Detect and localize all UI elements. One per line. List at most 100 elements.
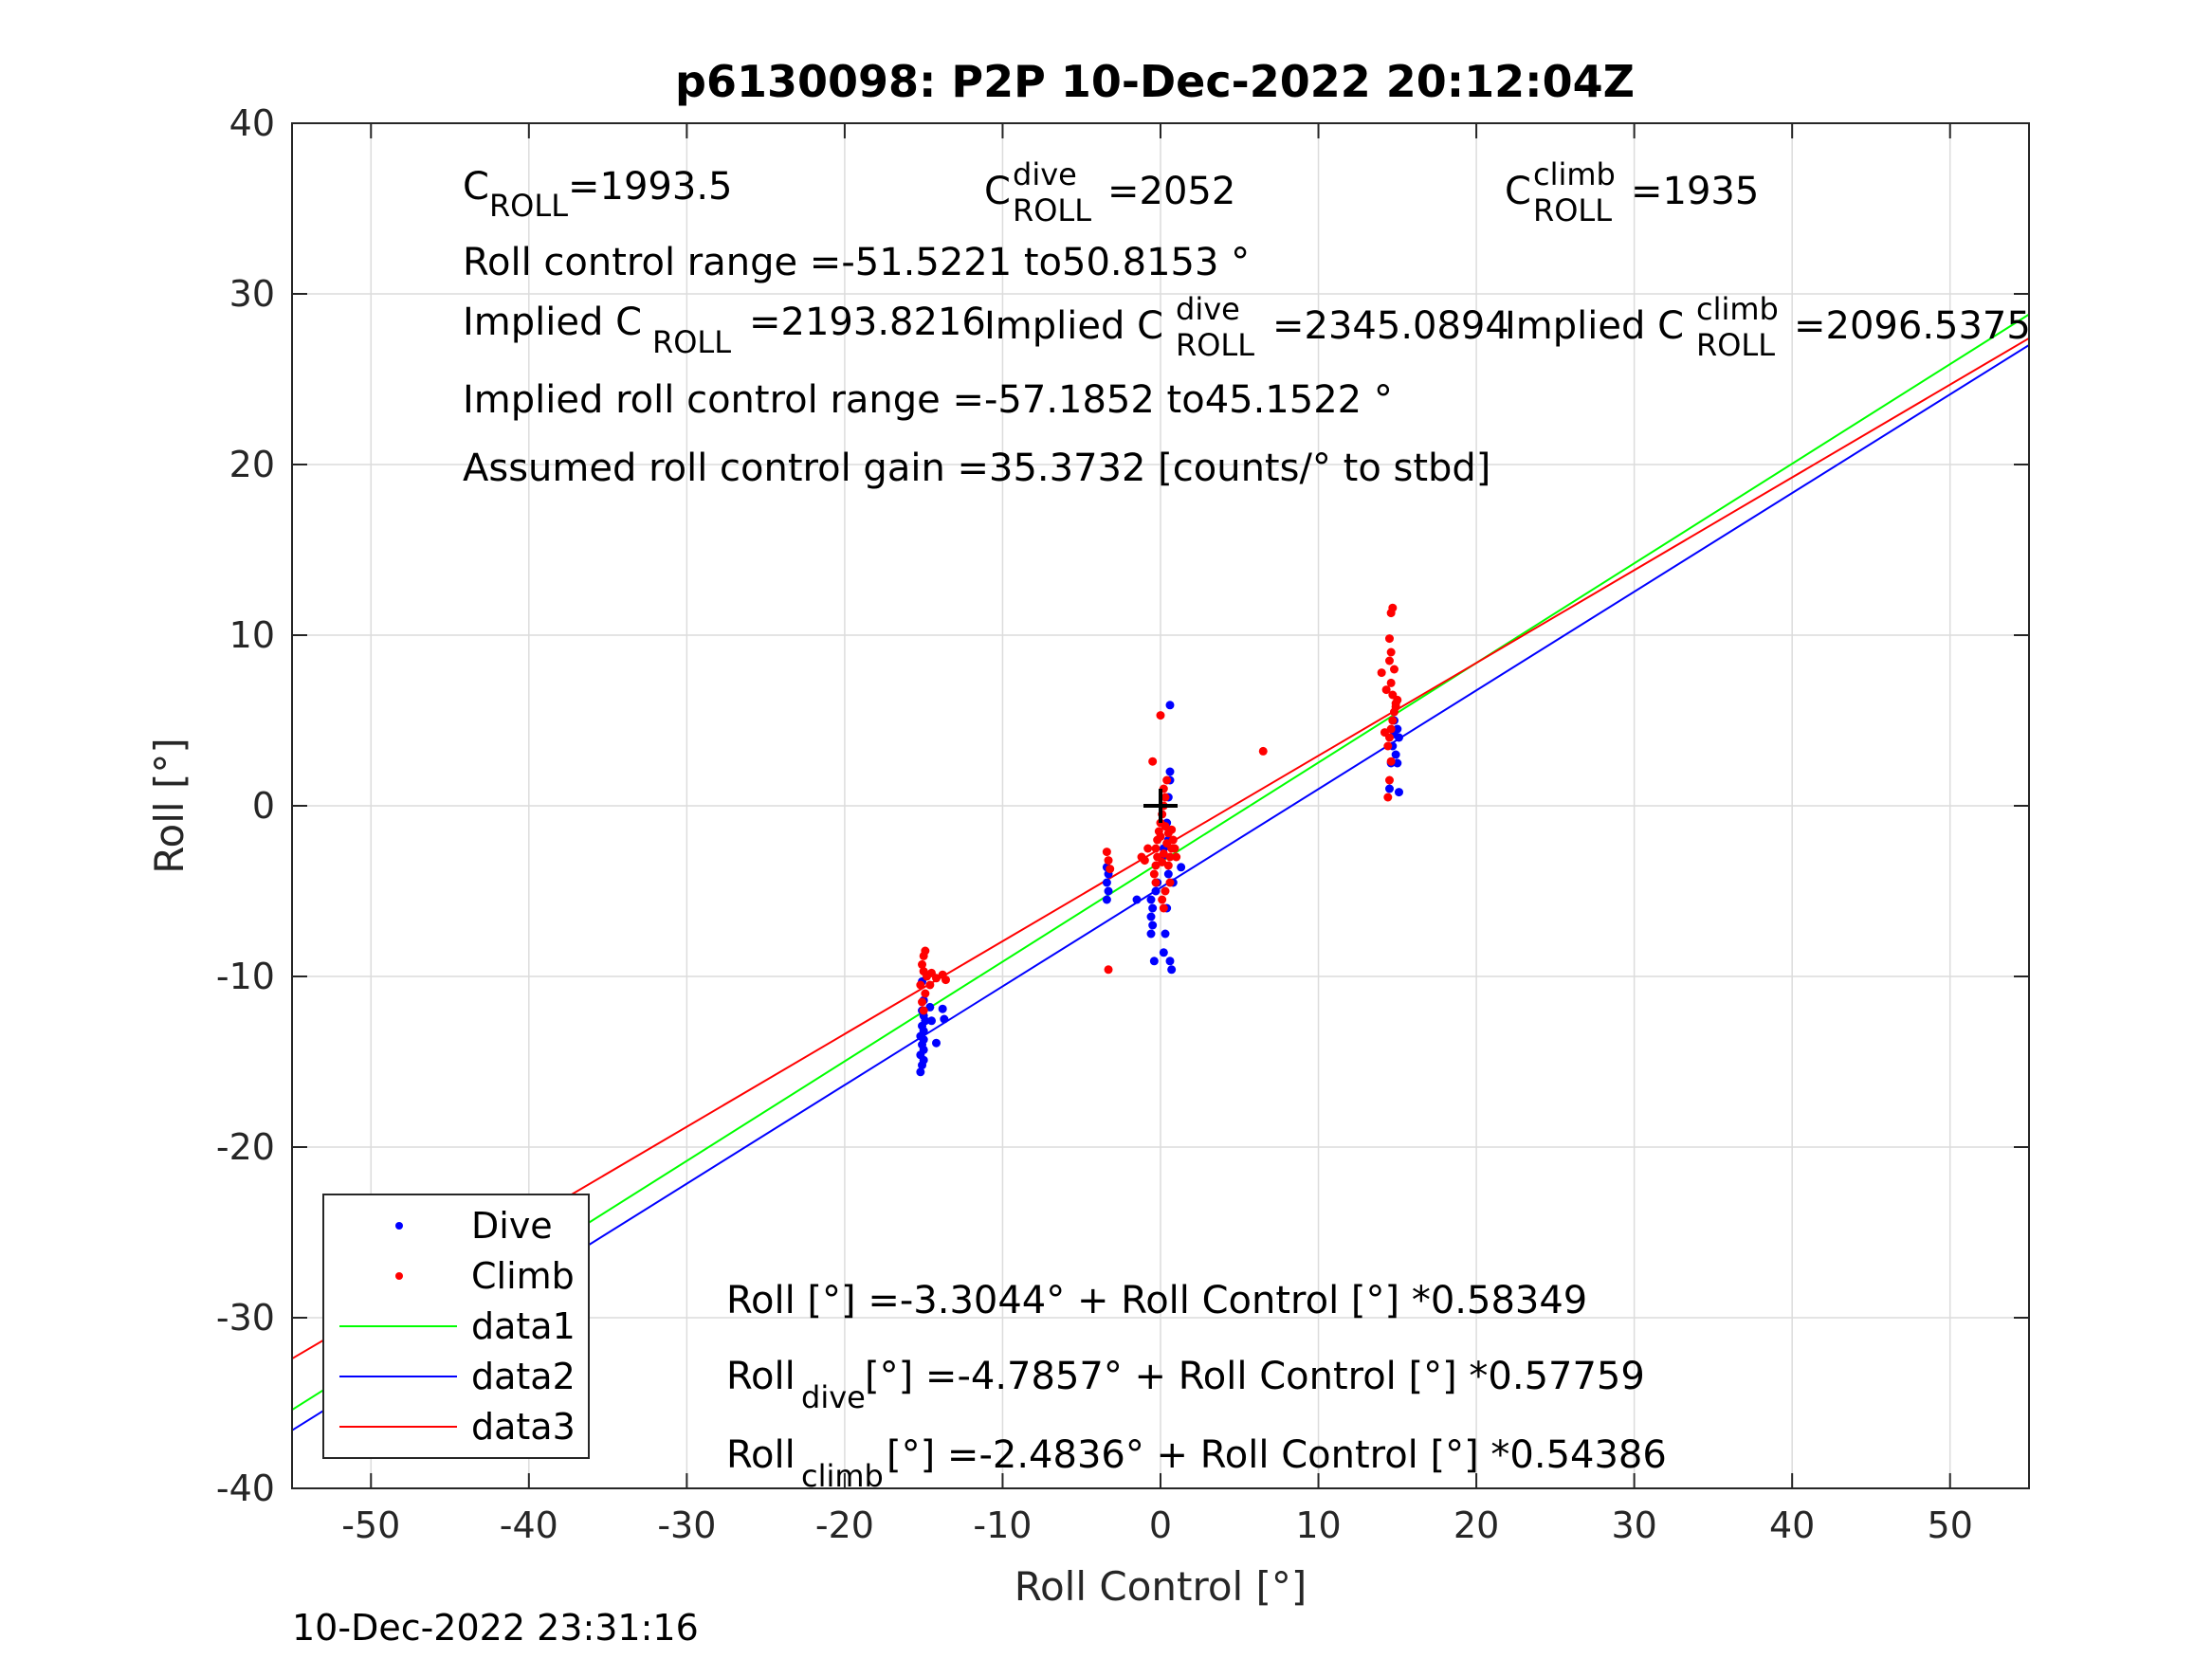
dive-point: [1149, 957, 1159, 966]
climb-point: [1386, 757, 1396, 766]
legend-marker-dive: [395, 1222, 403, 1230]
legend: Dive Climb data1 data2 data3: [322, 1194, 590, 1459]
dive-point: [1391, 750, 1400, 759]
climb-point: [916, 980, 925, 990]
dive-point: [1394, 788, 1403, 797]
dive-point: [1102, 895, 1111, 904]
climb-point: [1384, 775, 1394, 785]
legend-label-dive: Dive: [471, 1205, 553, 1247]
climb-point: [1388, 716, 1398, 725]
c-roll-dive-subscript: ROLL: [1013, 192, 1091, 228]
climb-point: [1389, 665, 1398, 674]
implied-roll-control-range: Implied roll control range =-57.1852 to4…: [463, 378, 1393, 422]
climb-point: [1149, 869, 1159, 879]
climb-point: [1172, 852, 1181, 862]
legend-label-data1: data1: [471, 1305, 576, 1347]
dive-point: [1146, 895, 1156, 904]
fit-dive-equation: [°] =-4.7857° + Roll Control [°] *0.5775…: [865, 1355, 1645, 1398]
climb-point: [1161, 793, 1170, 802]
implied-c-roll-climb-value: =2096.5375: [1794, 304, 2031, 348]
climb-point: [1137, 852, 1146, 862]
climb-point: [1383, 793, 1393, 802]
y-tick-label: 0: [252, 785, 275, 827]
climb-point: [1159, 848, 1168, 858]
climb-point: [1156, 711, 1165, 720]
legend-label-data3: data3: [471, 1406, 576, 1448]
climb-point: [1165, 852, 1175, 862]
climb-point: [919, 1006, 928, 1015]
implied-c-roll-dive-value: =2345.0894: [1272, 304, 1509, 348]
c-roll-dive-symbol: C: [984, 170, 1011, 213]
implied-c-roll-dive-label: Implied C: [984, 304, 1163, 348]
climb-point: [1168, 835, 1178, 845]
x-axis-label: Roll Control [°]: [1015, 1563, 1307, 1610]
c-roll-climb-value: =1935: [1631, 170, 1759, 213]
x-tick-label: -50: [341, 1504, 400, 1546]
dive-point: [1146, 912, 1156, 921]
climb-point: [1102, 848, 1111, 857]
y-tick-label: 10: [229, 614, 275, 656]
dive-point: [1148, 921, 1158, 930]
climb-point: [1170, 844, 1179, 853]
climb-point: [1156, 831, 1165, 841]
climb-point: [1151, 861, 1161, 870]
y-tick-label: -30: [216, 1297, 275, 1339]
c-roll-climb-symbol: C: [1505, 170, 1531, 213]
x-tick-labels: -50 -40 -30 -20 -10 0 10 20 30 40 50: [341, 1504, 1973, 1546]
y-tick-label: 20: [229, 444, 275, 485]
implied-c-roll-label: Implied C: [463, 301, 642, 344]
climb-point: [1159, 903, 1168, 913]
x-tick-label: -30: [657, 1504, 716, 1546]
x-tick-label: -40: [500, 1504, 558, 1546]
climb-point: [1151, 844, 1161, 853]
dive-point: [916, 1067, 925, 1077]
dive-point: [1384, 784, 1394, 793]
dive-point: [940, 1014, 949, 1024]
dive-point: [938, 1004, 947, 1013]
timestamp: 10-Dec-2022 23:31:16: [292, 1607, 699, 1649]
x-tick-label: 50: [1928, 1504, 1973, 1546]
c-roll-subscript: ROLL: [489, 188, 568, 224]
x-tick-label: 30: [1611, 1504, 1656, 1546]
x-tick-label: 40: [1769, 1504, 1815, 1546]
fit-dive-roll: Roll: [726, 1355, 795, 1398]
climb-point: [1106, 865, 1115, 874]
fit-dive-subscript: dive: [801, 1379, 866, 1415]
y-tick-label: 40: [229, 102, 275, 144]
y-tick-label: -10: [216, 956, 275, 997]
legend-marker-climb: [395, 1272, 403, 1280]
fit-all-equation: Roll [°] =-3.3044° + Roll Control [°] *0…: [726, 1279, 1587, 1322]
dive-point: [1102, 878, 1111, 887]
y-tick-label: -20: [216, 1126, 275, 1168]
x-tick-label: -20: [815, 1504, 874, 1546]
climb-point: [1143, 844, 1153, 853]
c-roll-climb-superscript: climb: [1533, 156, 1616, 192]
dive-point: [1165, 701, 1175, 710]
c-roll-dive-value: =2052: [1107, 170, 1235, 213]
climb-point: [1161, 822, 1170, 831]
climb-point: [941, 975, 950, 985]
climb-point: [1158, 857, 1167, 866]
climb-point: [1386, 647, 1396, 657]
implied-c-roll-climb-subscript: ROLL: [1696, 327, 1775, 363]
y-tick-labels: 40 30 20 10 0 -10 -20 -30 -40: [216, 102, 275, 1509]
dive-point: [1393, 724, 1402, 734]
dive-point: [1167, 965, 1177, 975]
climb-point: [1151, 878, 1161, 887]
dive-point: [1132, 895, 1142, 904]
climb-point: [1162, 839, 1172, 848]
climb-point: [1104, 856, 1113, 866]
x-tick-label: 20: [1453, 1504, 1499, 1546]
climb-point: [1377, 668, 1386, 678]
climb-point: [1391, 702, 1400, 712]
dive-point: [1177, 863, 1186, 872]
climb-point: [1384, 656, 1394, 665]
climb-point: [1162, 775, 1172, 785]
c-roll-dive-annotation: C: [984, 170, 1011, 213]
climb-point: [918, 959, 927, 969]
axes-box: [291, 122, 2030, 1489]
dive-point: [925, 1002, 935, 1012]
scatter-points: [916, 603, 1403, 1077]
fit-climb-subscript: climb: [801, 1458, 884, 1494]
climb-point: [1158, 895, 1167, 904]
